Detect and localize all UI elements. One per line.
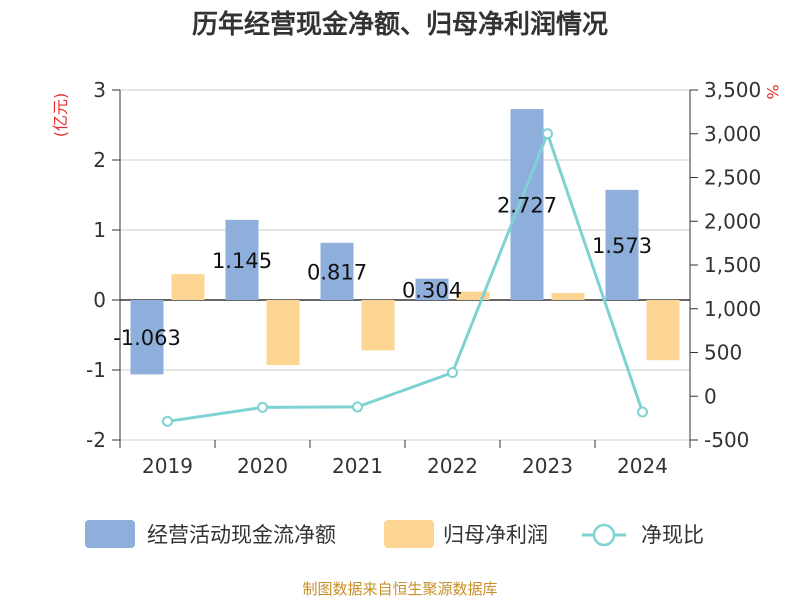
cash-flow-bar: [510, 109, 544, 300]
ratio-line-path: [167, 129, 644, 423]
source-note: 制图数据来自恒生聚源数据库: [302, 580, 497, 598]
cash-flow-data-label: -1.063: [113, 326, 181, 350]
left-tick-label: 0: [93, 288, 106, 312]
x-tick-label: 2019: [142, 454, 193, 478]
ratio-point: [257, 401, 268, 413]
left-tick-label: -1: [86, 358, 106, 382]
left-tick-label: 2: [93, 148, 106, 172]
right-tick-label: -500: [704, 428, 749, 452]
cash-flow-bar: [415, 278, 449, 300]
legend-label-cash-flow: 经营活动现金流净额: [147, 523, 336, 547]
cash-flow-data-label: 2.727: [497, 194, 557, 218]
left-tick-label: -2: [86, 428, 106, 452]
net-profit-bar: [361, 300, 395, 351]
right-tick-label: 500: [704, 341, 742, 365]
grid-lines: [120, 89, 690, 441]
left-axis-ticks: 3 2 1 0 -1 -2: [86, 78, 120, 452]
right-tick-label: 3,500: [704, 78, 761, 102]
chart-title: 历年经营现金净额、归母净利润情况: [192, 9, 608, 40]
cash-flow-bar: [225, 219, 259, 300]
net-profit-bar: [456, 291, 490, 300]
ratio-point: [162, 415, 173, 427]
left-tick-label: 1: [93, 218, 106, 242]
legend-swatch-cash-flow: [85, 520, 135, 548]
left-tick-label: 3: [93, 78, 106, 102]
net-profit-bar: [551, 293, 585, 300]
right-tick-label: 0: [704, 384, 717, 408]
legend-label-ratio: 净现比: [641, 523, 704, 547]
right-axis-unit: %: [763, 84, 782, 99]
right-tick-label: 3,000: [704, 122, 761, 146]
x-axis-ticks: 2019 2020 2021 2022 2023 2024: [119, 440, 691, 478]
x-tick-label: 2024: [617, 454, 668, 478]
ratio-point: [637, 406, 648, 418]
ratio-point: [542, 128, 553, 140]
ratio-point: [447, 367, 458, 379]
net-profit-bar: [171, 274, 205, 300]
data-labels: -1.063 1.145 0.817 0.304 2.727 1.573: [113, 194, 652, 351]
left-axis-unit: (亿元): [51, 93, 70, 138]
x-tick-label: 2021: [332, 454, 383, 478]
cash-flow-data-label: 0.817: [307, 260, 367, 284]
cash-flow-data-label: 1.573: [592, 234, 652, 258]
ratio-line: [162, 128, 648, 427]
right-axis-ticks: 3,500 3,000 2,500 2,000 1,500 1,000 500 0 -500: [690, 78, 761, 452]
ratio-point: [352, 401, 363, 413]
cash-flow-bar: [130, 300, 164, 375]
legend-marker-ratio: [592, 523, 616, 547]
right-tick-label: 2,000: [704, 209, 761, 233]
net-profit-bar: [646, 300, 680, 361]
right-tick-label: 1,500: [704, 253, 761, 277]
bars: [130, 109, 680, 375]
legend: 经营活动现金流净额 归母净利润 净现比: [85, 520, 704, 548]
cash-flow-bar: [605, 189, 639, 300]
x-tick-label: 2023: [522, 454, 573, 478]
x-tick-label: 2020: [237, 454, 288, 478]
right-tick-label: 1,000: [704, 297, 761, 321]
cash-flow-bar: [320, 242, 354, 300]
axes: [119, 90, 691, 440]
right-tick-label: 2,500: [704, 166, 761, 190]
legend-label-net-profit: 归母净利润: [443, 523, 548, 547]
cash-flow-data-label: 0.304: [402, 278, 462, 302]
cash-flow-data-label: 1.145: [212, 249, 272, 273]
legend-swatch-net-profit: [384, 520, 434, 548]
x-tick-label: 2022: [427, 454, 478, 478]
net-profit-bar: [266, 300, 300, 366]
